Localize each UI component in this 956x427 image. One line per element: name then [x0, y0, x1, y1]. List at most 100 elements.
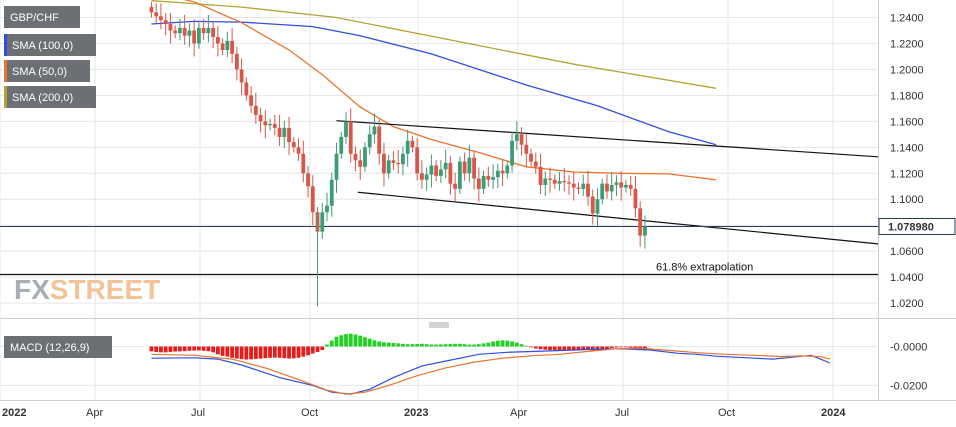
macd-histogram-bar — [429, 344, 434, 347]
candle-body — [491, 177, 495, 180]
axes: 1.2400 1.2200 1.2000 1.1800 1.1600 1.1400 1.12… — [2, 13, 956, 419]
time-tick-label: Jul — [191, 407, 205, 419]
time-tick-label: 2023 — [404, 407, 428, 419]
candle-body — [424, 174, 429, 180]
candles — [149, 1, 647, 307]
candle-body — [401, 153, 405, 165]
macd-histogram-bar — [320, 346, 325, 351]
time-tick-label: Jul — [615, 407, 629, 419]
channel-lower-line — [357, 191, 879, 245]
macd-histogram-bar — [377, 341, 382, 347]
macd-histogram-bar — [438, 344, 443, 347]
macd-histogram-bar — [576, 346, 581, 350]
macd-histogram-bar — [168, 346, 173, 352]
macd-histogram-bar — [329, 340, 334, 347]
legend-macd-label: MACD (12,26,9) — [10, 342, 89, 354]
time-tick-label: Apr — [86, 407, 103, 419]
price-tick-label: 1.2200 — [890, 38, 924, 50]
candle-body — [320, 212, 325, 232]
candle-body — [557, 181, 562, 184]
macd-histogram-bar — [196, 346, 201, 351]
macd-histogram-bar — [192, 346, 197, 351]
candle-body — [301, 153, 306, 174]
grid — [0, 0, 956, 401]
macd-histogram-bar — [462, 344, 467, 347]
candle-body — [182, 27, 187, 36]
price-tick-label: 1.0600 — [890, 246, 924, 258]
candle-body — [339, 136, 344, 154]
candle-body — [268, 123, 272, 126]
candle-body — [505, 165, 510, 174]
macd-histogram-bar — [149, 346, 154, 352]
macd-histogram-bar — [628, 346, 633, 348]
time-tick-label: 2022 — [2, 407, 26, 419]
macd-histogram-bar — [581, 346, 586, 350]
macd-histogram-bar — [372, 340, 377, 347]
candle-body — [310, 186, 315, 213]
horizontal-levels: 61.8% extrapolation — [0, 225, 878, 276]
legend-sma100-swatch — [4, 34, 7, 56]
candle-body — [173, 30, 178, 34]
macd-histogram-bar — [595, 346, 600, 351]
macd-histogram-bar — [590, 346, 595, 351]
macd-histogram-bar — [244, 346, 249, 360]
candle-body — [420, 173, 424, 180]
macd-histogram-bar — [448, 343, 453, 347]
macd-histogram-bar — [524, 345, 529, 347]
macd-histogram-bar — [386, 342, 391, 347]
sma100-line — [151, 20, 717, 146]
candle-body — [567, 182, 571, 184]
candle-body — [192, 30, 197, 44]
legend-sma50-label: SMA (50,0) — [12, 66, 67, 78]
macd-histogram-bar — [287, 346, 291, 359]
macd-histogram-bar — [624, 346, 628, 348]
candle-body — [543, 178, 548, 185]
time-tick-label: Apr — [510, 407, 527, 419]
candle-body — [486, 175, 491, 180]
candle-body — [306, 173, 310, 187]
panel-resize-handle[interactable] — [429, 322, 449, 328]
candle-body — [524, 144, 529, 154]
macd-histogram-bar — [514, 342, 519, 347]
candle-body — [239, 69, 244, 83]
macd-histogram-bar — [325, 344, 329, 347]
time-tick-label: Oct — [718, 407, 735, 419]
price-tick-label: 1.0400 — [890, 272, 924, 284]
macd-histogram-bar — [410, 344, 415, 347]
legend-sma50-box — [4, 60, 90, 82]
candle-body — [234, 53, 239, 70]
candle-body — [163, 20, 168, 25]
candle-body — [472, 157, 477, 179]
candle-body — [244, 82, 249, 96]
extrapolation-label: 61.8% extrapolation — [656, 262, 753, 274]
macd-histogram-bar — [562, 346, 567, 351]
legend: GBP/CHF SMA (100,0) SMA (50,0) SMA (200,0) M… — [4, 6, 112, 358]
candle-body — [590, 196, 595, 214]
macd-histogram-bar — [282, 346, 287, 359]
macd-histogram-bar — [230, 346, 235, 358]
macd-histogram-bar — [500, 340, 505, 347]
macd-signal-line — [151, 347, 831, 395]
macd-histogram-bar — [272, 346, 277, 358]
macd-histogram-bar — [491, 341, 495, 347]
macd-histogram-bar — [159, 346, 163, 353]
macd-histogram-bar — [334, 336, 339, 347]
sma-lines — [151, 0, 717, 181]
candle-body — [415, 147, 420, 174]
candle-body — [391, 160, 396, 163]
legend-sma200: SMA (200,0) — [4, 86, 96, 108]
candle-body — [287, 127, 291, 143]
macd-histogram-bar — [344, 334, 348, 347]
candle-body — [159, 16, 163, 21]
candle-body — [282, 127, 287, 137]
macd-histogram-bar — [538, 346, 543, 350]
candle-body — [438, 169, 443, 176]
macd-histogram-bar — [481, 343, 486, 347]
candle-body — [514, 134, 519, 141]
candle-body — [562, 181, 567, 183]
candle-body — [410, 140, 415, 148]
macd-histogram-bar — [434, 344, 439, 347]
candle-body — [372, 126, 377, 135]
price-tick-label: 1.2400 — [890, 13, 924, 25]
